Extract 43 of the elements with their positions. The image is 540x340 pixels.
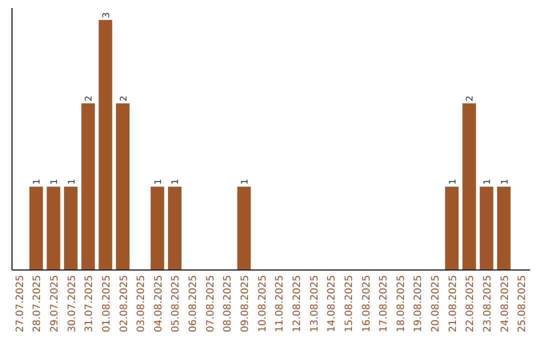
data-label: 2 [466, 96, 476, 102]
data-label: 3 [102, 12, 112, 18]
data-label: 1 [448, 178, 458, 185]
data-label: 1 [240, 178, 251, 185]
x-tick-label: 17.08.2025 [378, 275, 390, 332]
x-tick-label: 24.08.2025 [500, 275, 511, 332]
x-tick-label: 30.07.2025 [66, 275, 78, 332]
x-tick-label: 27.07.2025 [14, 275, 26, 332]
x-tick-label: 04.08.2025 [153, 275, 164, 332]
x-tick-label: 16.08.2025 [361, 275, 372, 332]
data-label: 1 [67, 178, 78, 185]
x-tick-label: 08.08.2025 [222, 275, 234, 332]
x-tick-label: 05.08.2025 [170, 275, 182, 332]
x-tick-label: 01.08.2025 [101, 275, 112, 332]
x-tick-label: 07.08.2025 [205, 275, 216, 332]
x-tick-label: 15.08.2025 [344, 275, 355, 332]
x-tick-label: 22.08.2025 [465, 275, 476, 332]
x-tick-label: 14.08.2025 [326, 275, 338, 332]
x-tick-label: 13.08.2025 [309, 275, 320, 332]
x-tick-label: 29.07.2025 [49, 275, 60, 332]
data-label: 1 [32, 178, 43, 185]
x-tick-label: 10.08.2025 [257, 275, 268, 332]
x-tick-label: 02.08.2025 [118, 275, 130, 332]
x-tick-label: 25.08.2025 [517, 275, 528, 332]
x-tick-label: 06.08.2025 [188, 275, 200, 332]
data-label: 1 [154, 178, 164, 185]
x-tick-label: 12.08.2025 [292, 275, 303, 332]
x-tick-label: 31.07.2025 [84, 275, 96, 332]
x-tick-label: 18.08.2025 [396, 275, 407, 332]
x-tick-label: 23.08.2025 [482, 275, 494, 332]
x-tick-label: 09.08.2025 [240, 275, 252, 332]
data-label: 2 [119, 96, 130, 102]
data-label: 1 [171, 178, 182, 185]
x-tick-label: 20.08.2025 [430, 275, 442, 332]
x-tick-label: 21.08.2025 [448, 275, 459, 332]
data-label: 1 [483, 178, 494, 185]
data-label: 2 [84, 96, 95, 102]
x-tick-label: 11.08.2025 [274, 275, 286, 332]
x-tick-label: 28.07.2025 [32, 275, 44, 332]
data-label: 1 [500, 178, 510, 185]
x-tick-label: 03.08.2025 [136, 275, 148, 332]
x-tick-label: 19.08.2025 [413, 275, 424, 332]
data-label: 1 [50, 178, 60, 185]
